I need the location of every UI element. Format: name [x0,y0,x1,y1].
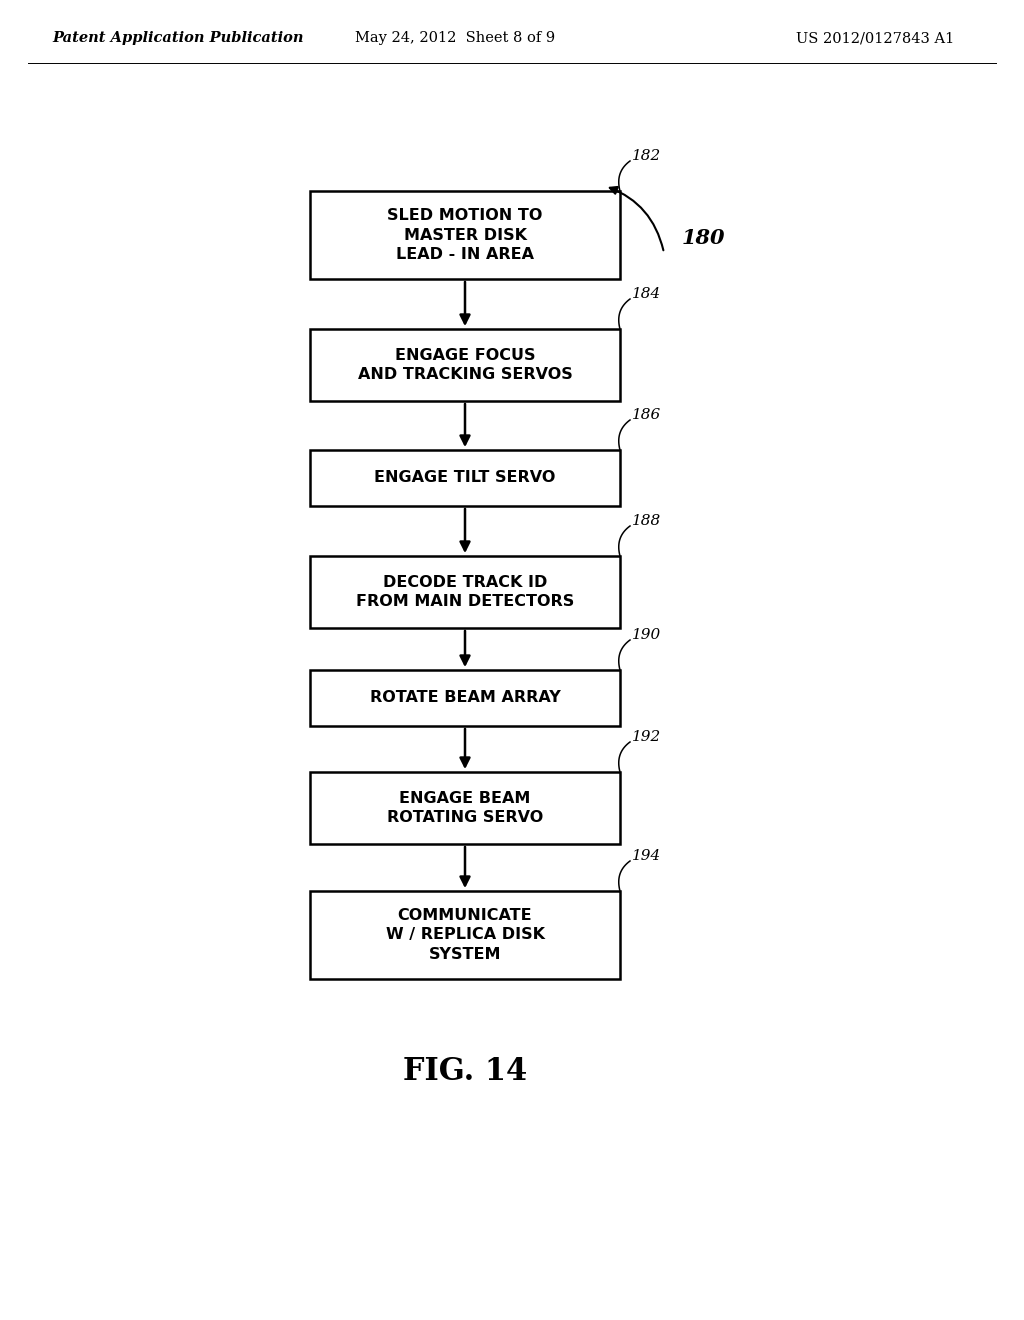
FancyBboxPatch shape [310,450,620,506]
Text: SLED MOTION TO
MASTER DISK
LEAD - IN AREA: SLED MOTION TO MASTER DISK LEAD - IN ARE… [387,209,543,261]
FancyBboxPatch shape [310,772,620,843]
Text: 194: 194 [632,849,662,863]
Text: COMMUNICATE
W / REPLICA DISK
SYSTEM: COMMUNICATE W / REPLICA DISK SYSTEM [385,908,545,962]
FancyBboxPatch shape [310,191,620,279]
FancyBboxPatch shape [310,671,620,726]
Text: FIG. 14: FIG. 14 [402,1056,527,1088]
Text: 180: 180 [682,228,725,248]
Text: ENGAGE BEAM
ROTATING SERVO: ENGAGE BEAM ROTATING SERVO [387,791,543,825]
FancyBboxPatch shape [310,329,620,401]
Text: ENGAGE FOCUS
AND TRACKING SERVOS: ENGAGE FOCUS AND TRACKING SERVOS [357,348,572,381]
Text: 190: 190 [632,628,662,642]
Text: ENGAGE TILT SERVO: ENGAGE TILT SERVO [375,470,556,486]
Text: 184: 184 [632,286,662,301]
Text: Patent Application Publication: Patent Application Publication [52,30,303,45]
Text: 186: 186 [632,408,662,422]
Text: DECODE TRACK ID
FROM MAIN DETECTORS: DECODE TRACK ID FROM MAIN DETECTORS [356,576,574,609]
Text: May 24, 2012  Sheet 8 of 9: May 24, 2012 Sheet 8 of 9 [355,30,555,45]
Text: ROTATE BEAM ARRAY: ROTATE BEAM ARRAY [370,690,560,705]
FancyBboxPatch shape [310,556,620,628]
Text: 192: 192 [632,730,662,744]
Text: 182: 182 [632,149,662,162]
Text: US 2012/0127843 A1: US 2012/0127843 A1 [796,30,954,45]
Text: 188: 188 [632,513,662,528]
FancyBboxPatch shape [310,891,620,979]
